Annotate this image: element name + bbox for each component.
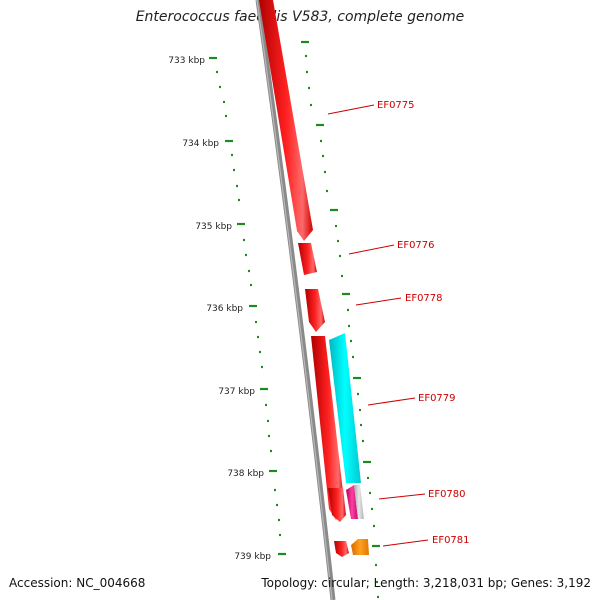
genome-title: Enterococcus faecalis V583, complete gen… (135, 9, 465, 25)
scale-label: 738 kbp (227, 469, 264, 479)
gene-label-leader (367, 397, 416, 406)
gene-label-leader (378, 493, 426, 500)
gene-grey-arrow[interactable] (354, 485, 364, 519)
gene-label-ef0775[interactable]: EF0775 (377, 100, 415, 111)
genome-backbone-highlight (256, 0, 333, 600)
gene-label-ef0779[interactable]: EF0779 (418, 393, 456, 404)
gene-label-layer: EF0775 EF0776 EF0778 EF0779 EF0780 EF0781 (327, 100, 470, 547)
gene-ef0781-arrow[interactable] (334, 541, 349, 557)
gene-label-ef0780[interactable]: EF0780 (428, 489, 466, 500)
gene-label-ef0776[interactable]: EF0776 (397, 240, 435, 251)
scale-label: 739 kbp (234, 552, 271, 562)
gene-ef0779-arrow[interactable] (311, 336, 345, 520)
gene-ef0776-arrow[interactable] (298, 243, 317, 275)
scale-label: 734 kbp (182, 139, 219, 149)
gene-label-leader (355, 297, 402, 306)
gene-label-leader (327, 104, 375, 115)
forward-strand-genes (259, 0, 349, 557)
genome-summary: Topology: circular; Length: 3,218,031 bp… (261, 576, 591, 590)
reverse-strand-genes (329, 333, 369, 555)
gene-label-ef0778[interactable]: EF0778 (405, 293, 443, 304)
scale-label: 735 kbp (195, 222, 232, 232)
scale-labels: 733 kbp 734 kbp 735 kbp 736 kbp 737 kbp 738 k… (168, 56, 271, 562)
accession-label: Accession: NC_004668 (9, 576, 146, 590)
gene-orange-arrow[interactable] (351, 539, 369, 555)
scale-ticks (209, 40, 380, 599)
scale-label: 737 kbp (218, 387, 255, 397)
scale-label: 736 kbp (206, 304, 243, 314)
genome-backbone (255, 0, 336, 600)
gene-label-leader (382, 539, 429, 547)
gene-ef0778-arrow[interactable] (305, 289, 325, 332)
gene-ef0780-arrow[interactable] (328, 488, 346, 522)
gene-cyan-arrow[interactable] (329, 333, 361, 483)
gene-label-ef0781[interactable]: EF0781 (432, 535, 470, 546)
gene-label-leader (348, 244, 395, 255)
gene-ef0775-arrow[interactable] (259, 0, 313, 241)
scale-label: 733 kbp (168, 56, 205, 66)
